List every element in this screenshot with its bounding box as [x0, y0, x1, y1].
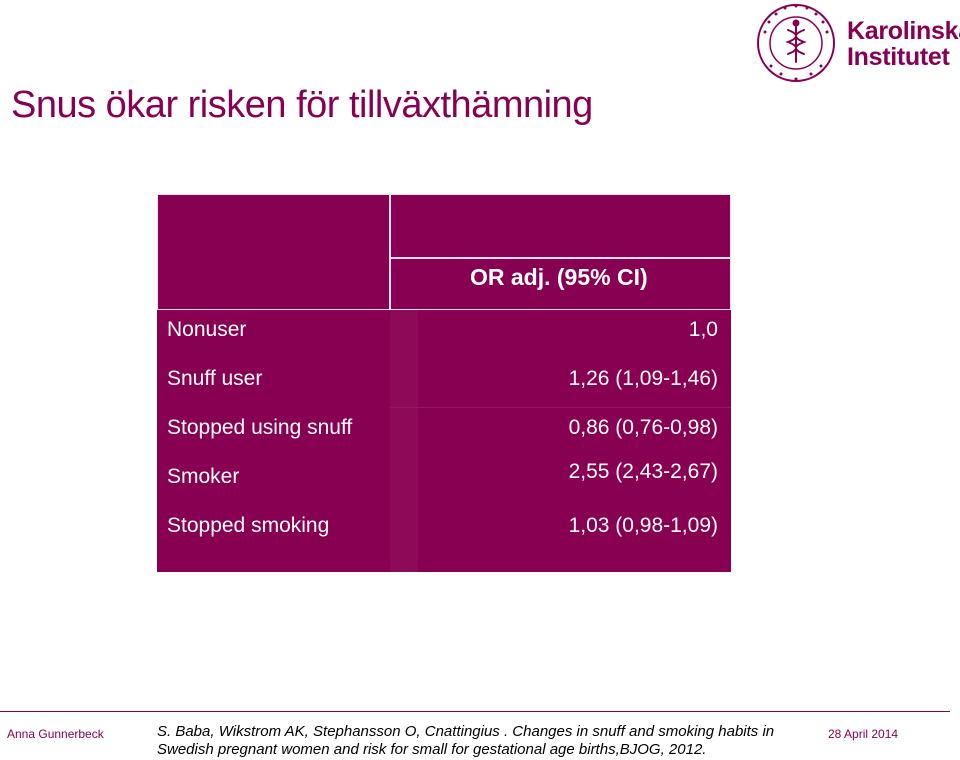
table-header-group-cell [390, 194, 731, 258]
table-row-label: Nonuser [167, 318, 247, 341]
table-row-label: Smoker [167, 465, 240, 488]
footer-date: 28 April 2014 [828, 727, 899, 741]
karolinska-wordmark: Karolinska Institutet [847, 18, 960, 70]
citation-line-2: Swedish pregnant women and risk for smal… [157, 741, 707, 758]
logo-line-1: Karolinska [847, 17, 960, 45]
logo-line-2: Institutet [847, 43, 950, 71]
table-row-value: 2,55 (2,43-2,67) [568, 460, 718, 483]
table-header-measure-cell [390, 258, 731, 310]
table-row-label: Snuff user [167, 367, 263, 390]
table-row-value: 1,03 (0,98-1,09) [568, 514, 718, 537]
footer-divider [0, 711, 950, 712]
footer-citation: S. Baba, Wikstrom AK, Stephansson O, Cna… [157, 723, 797, 759]
table-header-measure: OR adj. (95% CI) [470, 264, 648, 290]
table-corner-cell [157, 194, 390, 310]
table-row-value: 1,26 (1,09-1,46) [568, 367, 718, 390]
table-row-label: Stopped using snuff [167, 416, 353, 439]
table-header-group: SGA [767, 201, 817, 227]
table-row-value: 1,0 [688, 318, 718, 341]
table-row-divider [390, 407, 731, 408]
table-column-divider [390, 310, 418, 572]
table-row-value: 0,86 (0,76-0,98) [568, 416, 718, 439]
table-row-label: Stopped smoking [167, 514, 330, 537]
karolinska-logo: Karolinska Institutet [755, 2, 960, 84]
karolinska-seal-icon [757, 4, 835, 82]
slide-title: Snus ökar risken för tillväxthämning [11, 84, 593, 126]
footer-author: Anna Gunnerbeck [7, 727, 104, 741]
citation-line-1: S. Baba, Wikstrom AK, Stephansson O, Cna… [157, 723, 775, 740]
